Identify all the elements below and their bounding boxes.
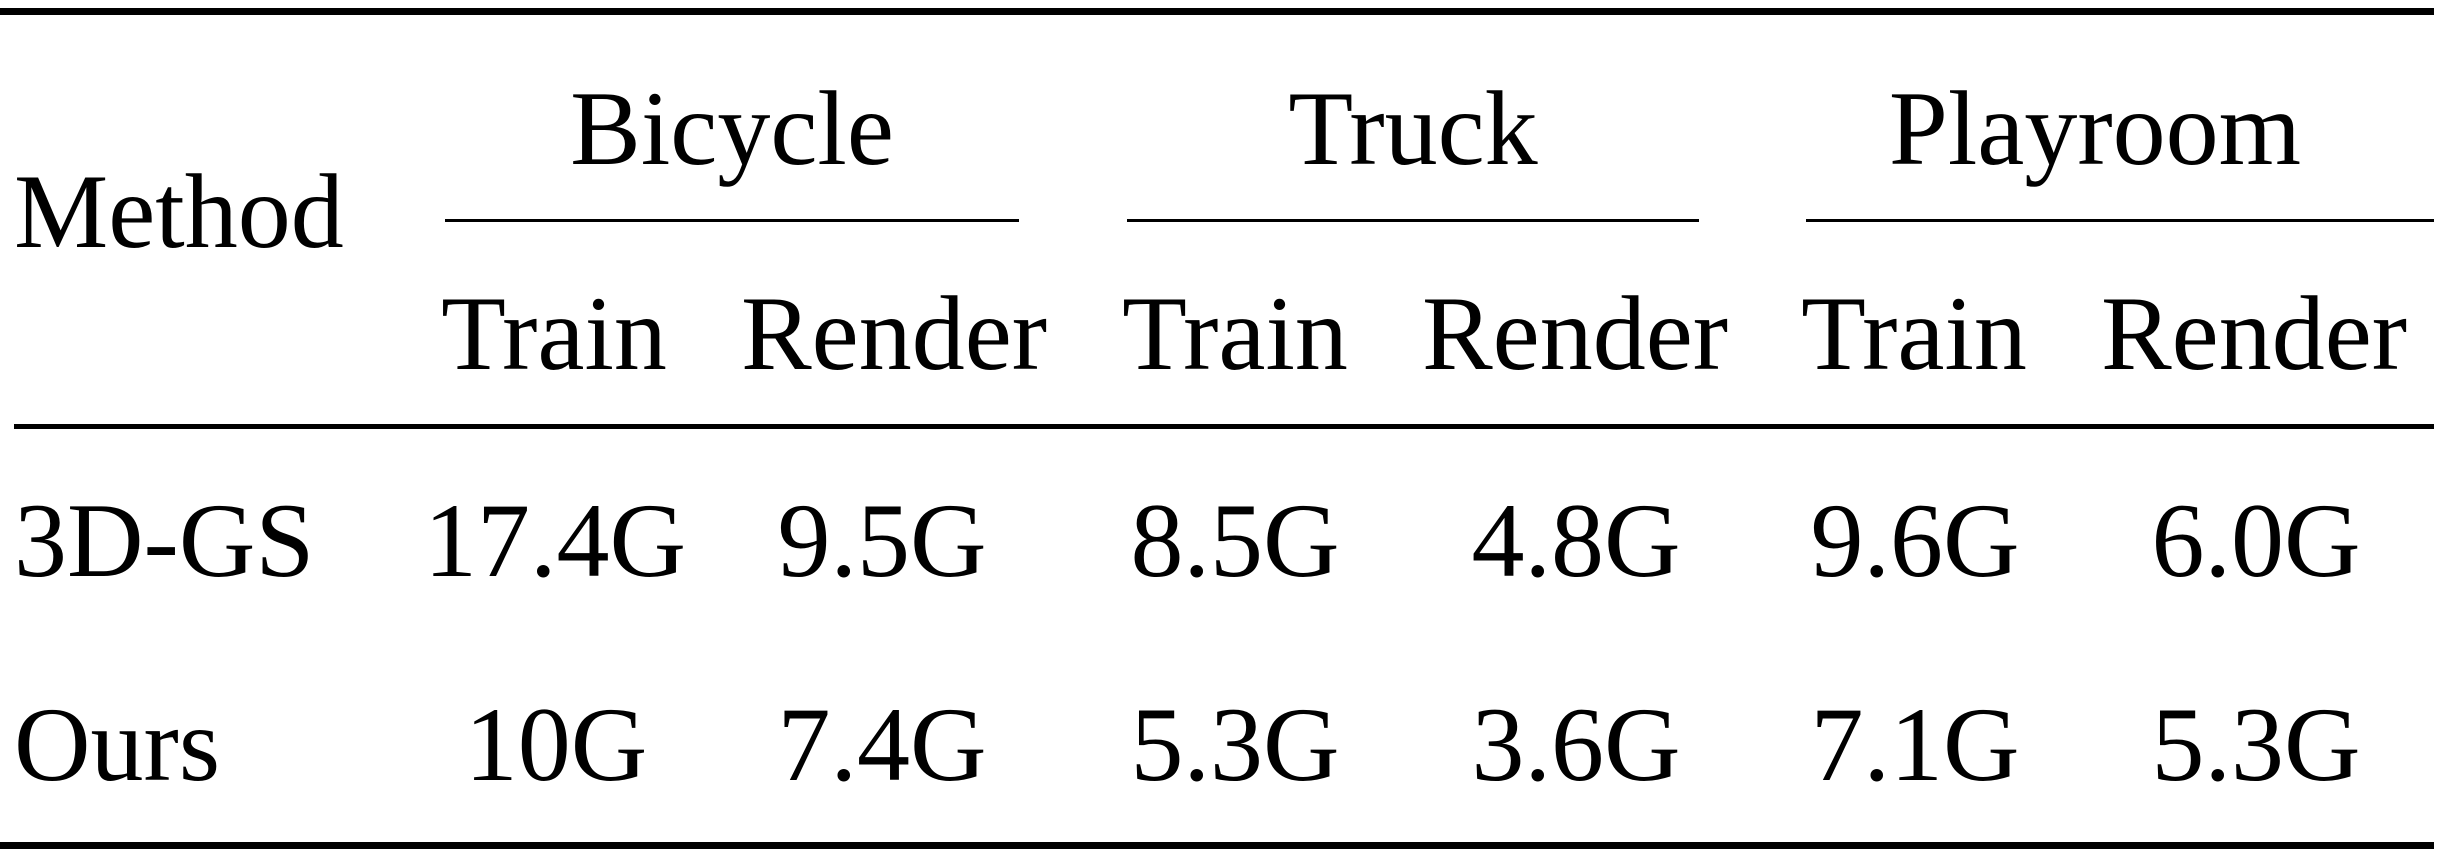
- row-ours-truck-train: 5.3G: [1130, 686, 1340, 803]
- group-header-truck: Truck: [1288, 70, 1538, 187]
- group-rule-playroom: [1806, 219, 2434, 222]
- row-3dgs-truck-train: 8.5G: [1130, 482, 1340, 599]
- row-ours-playroom-train: 7.1G: [1810, 686, 2020, 803]
- group-header-playroom: Playroom: [1888, 70, 2302, 187]
- group-header-bicycle: Bicycle: [570, 70, 894, 187]
- row-ours-truck-render: 3.6G: [1471, 686, 1681, 803]
- bottom-rule: [0, 842, 2434, 849]
- row-3dgs-playroom-train: 9.6G: [1810, 482, 2020, 599]
- method-header: Method: [14, 153, 344, 270]
- row-ours-playroom-render: 5.3G: [2151, 686, 2361, 803]
- group-rule-truck: [1127, 219, 1699, 222]
- subheader-truck-render: Render: [1421, 275, 1729, 392]
- row-3dgs-bicycle-render: 9.5G: [777, 482, 987, 599]
- row-ours-bicycle-render: 7.4G: [777, 686, 987, 803]
- subheader-playroom-train: Train: [1801, 275, 2027, 392]
- row-3dgs-method: 3D-GS: [14, 482, 315, 599]
- row-3dgs-playroom-render: 6.0G: [2151, 482, 2361, 599]
- subheader-playroom-render: Render: [2100, 275, 2408, 392]
- row-3dgs-bicycle-train: 17.4G: [423, 482, 687, 599]
- row-3dgs-truck-render: 4.8G: [1471, 482, 1681, 599]
- group-rule-bicycle: [445, 219, 1019, 222]
- row-ours-bicycle-train: 10G: [464, 686, 648, 803]
- subheader-bicycle-render: Render: [740, 275, 1048, 392]
- subheader-truck-train: Train: [1122, 275, 1348, 392]
- subheader-bicycle-train: Train: [441, 275, 667, 392]
- header-rule: [14, 424, 2434, 429]
- top-rule: [0, 8, 2434, 15]
- row-ours-method: Ours: [14, 686, 221, 803]
